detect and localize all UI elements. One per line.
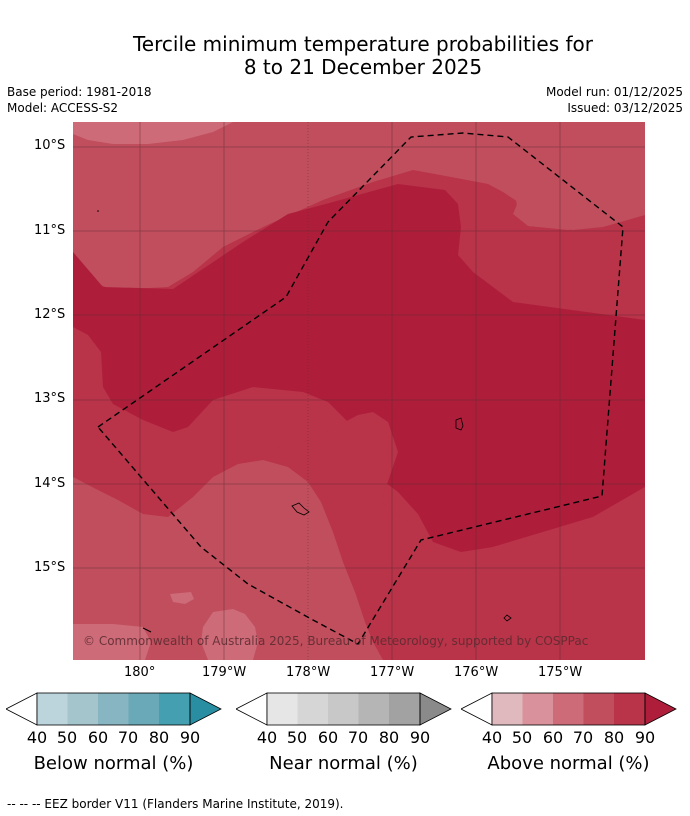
- region-90-plus: [73, 184, 645, 552]
- island-5: [142, 627, 152, 633]
- title-line-1: Tercile minimum temperature probabilitie…: [132, 32, 594, 56]
- region-70-80-southwest: [73, 460, 383, 660]
- colorbar-below-seg-3: [98, 693, 129, 725]
- colorbar-near-seg-5: [389, 693, 420, 725]
- above-tick-90: 90: [634, 728, 656, 747]
- below-tick-80: 80: [148, 728, 170, 747]
- colorbar-near-normal: [236, 692, 452, 726]
- near-tick-90: 90: [409, 728, 431, 747]
- colorbar-below-min-arrow: [6, 692, 38, 726]
- island-3: [503, 614, 512, 622]
- title-line-2: 8 to 21 December 2025: [243, 55, 483, 79]
- lon-label-179w: 179°W: [202, 665, 247, 680]
- island-4: [97, 210, 99, 212]
- near-tick-50: 50: [286, 728, 308, 747]
- colorbar-below-seg-5: [159, 693, 190, 725]
- colorbar-near-min-arrow: [236, 692, 268, 726]
- region-60-70-south-center: [201, 609, 258, 660]
- colorbar-above-min-arrow: [461, 692, 493, 726]
- colorbar-near-max-arrow: [419, 692, 452, 726]
- near-tick-60: 60: [317, 728, 339, 747]
- near-tick-40: 40: [256, 728, 278, 747]
- model-name: Model: ACCESS-S2: [7, 101, 119, 115]
- lat-label-14s: 14°S: [34, 476, 66, 491]
- colorbar-below-seg-2: [67, 693, 98, 725]
- island-2: [291, 502, 310, 516]
- lon-label-178w: 178°W: [286, 665, 331, 680]
- base-period: Base period: 1981-2018: [7, 85, 152, 99]
- colorbar-above-seg-4: [583, 693, 614, 725]
- colorbar-near-label: Near normal (%): [269, 753, 418, 774]
- near-tick-80: 80: [378, 728, 400, 747]
- lat-label-15s: 15°S: [34, 560, 66, 575]
- lon-label-175w: 175°W: [538, 665, 583, 680]
- lon-label-176w: 176°W: [454, 665, 499, 680]
- copyright-text: © Commonwealth of Australia 2025, Bureau…: [83, 634, 588, 648]
- graticule: [73, 122, 645, 660]
- footnote: -- -- -- EEZ border V11 (Flanders Marine…: [7, 797, 344, 811]
- below-tick-70: 70: [117, 728, 139, 747]
- below-tick-40: 40: [26, 728, 48, 747]
- above-tick-60: 60: [542, 728, 564, 747]
- model-run: Model run: 01/12/2025: [545, 85, 683, 99]
- issued-date: Issued: 03/12/2025: [567, 101, 683, 115]
- colorbar-above-label: Above normal (%): [487, 753, 650, 774]
- lat-label-13s: 13°S: [34, 391, 66, 406]
- island-1: [455, 417, 464, 431]
- below-tick-90: 90: [179, 728, 201, 747]
- lat-label-11s: 11°S: [34, 223, 66, 238]
- colorbar-below-max-arrow: [189, 692, 222, 726]
- colorbar-above-seg-2: [522, 693, 553, 725]
- colorbar-above-frame: [491, 692, 646, 726]
- colorbar-near-seg-3: [328, 693, 359, 725]
- colorbar-above-seg-1: [492, 693, 523, 725]
- above-tick-70: 70: [572, 728, 594, 747]
- colorbar-below-label: Below normal (%): [33, 753, 194, 774]
- lon-label-177w: 177°W: [370, 665, 415, 680]
- lat-label-12s: 12°S: [34, 307, 66, 322]
- region-60-70-south: [73, 624, 151, 660]
- above-tick-80: 80: [603, 728, 625, 747]
- region-60-70-south-small: [170, 592, 194, 604]
- colorbar-below-frame: [36, 692, 191, 726]
- above-tick-50: 50: [511, 728, 533, 747]
- probability-map: © Commonwealth of Australia 2025, Bureau…: [73, 122, 645, 660]
- region-60-70-north: [73, 122, 233, 144]
- region-70-80-northeast: [473, 122, 645, 230]
- near-tick-70: 70: [347, 728, 369, 747]
- above-tick-40: 40: [481, 728, 503, 747]
- colorbar-near-frame: [266, 692, 421, 726]
- colorbar-above-normal: [461, 692, 677, 726]
- colorbar-below-seg-1: [37, 693, 68, 725]
- colorbar-above-seg-5: [614, 693, 645, 725]
- colorbar-below-seg-4: [128, 693, 159, 725]
- colorbar-above-max-arrow: [644, 692, 677, 726]
- colorbar-near-seg-2: [297, 693, 328, 725]
- lat-label-10s: 10°S: [34, 138, 66, 153]
- colorbar-near-seg-1: [267, 693, 298, 725]
- below-tick-50: 50: [56, 728, 78, 747]
- colorbar-below-normal: [6, 692, 222, 726]
- lon-label-180: 180°: [124, 665, 156, 680]
- below-tick-60: 60: [87, 728, 109, 747]
- colorbar-near-seg-4: [358, 693, 389, 725]
- eez-border: [96, 132, 624, 645]
- colorbar-above-seg-3: [553, 693, 584, 725]
